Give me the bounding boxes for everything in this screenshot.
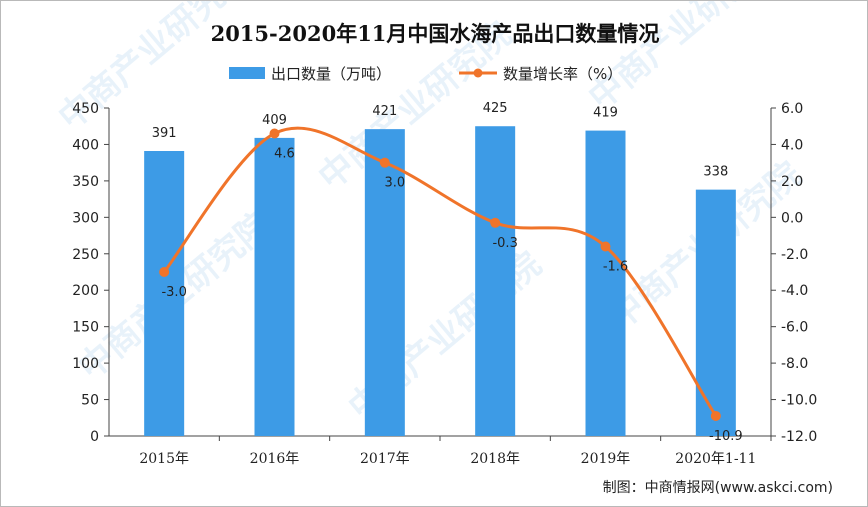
rate-point [269, 128, 280, 139]
right-tick-label: -10.0 [781, 393, 817, 409]
bar-value-label: 421 [372, 104, 397, 119]
bar [475, 126, 516, 436]
bar [695, 189, 736, 436]
bar [364, 129, 405, 437]
chart-title: 2015-2020年11月中国水海产品出口数量情况 [211, 21, 660, 46]
rate-line-series [159, 126, 721, 421]
rate-value-label: -3.0 [161, 285, 186, 300]
rate-point [379, 157, 390, 168]
legend-bar-swatch [229, 67, 265, 79]
x-tick-label: 2020年1-11 [675, 451, 756, 467]
rate-value-label: 4.6 [274, 147, 295, 162]
left-tick-label: 100 [72, 356, 99, 372]
legend-bar-label: 出口数量（万吨） [271, 65, 391, 83]
source-credit: 制图：中商情报网(www.askci.com) [603, 480, 833, 496]
x-tick-label: 2019年 [581, 451, 631, 467]
left-tick-label: 200 [72, 283, 99, 299]
rate-line [162, 126, 718, 417]
left-tick-label: 150 [72, 320, 99, 336]
right-tick-label: -4.0 [781, 283, 808, 299]
left-tick-label: 250 [72, 247, 99, 263]
right-tick-label: 2.0 [781, 174, 803, 190]
x-tick-label: 2015年 [139, 451, 189, 467]
left-tick-label: 300 [72, 210, 99, 226]
bar-series [144, 126, 736, 437]
x-tick-label: 2016年 [250, 451, 300, 467]
watermark-text: 中商产业研究院 [581, 1, 789, 118]
bar [585, 130, 626, 436]
right-tick-label: 4.0 [781, 137, 803, 153]
x-tick-label: 2018年 [470, 451, 520, 467]
rate-labels: -3.0 4.6 3.0 -0.3 -1.6 -10.9 [161, 147, 742, 444]
left-tick-label: 50 [81, 393, 99, 409]
right-tick-label: -8.0 [781, 356, 808, 372]
rate-value-label: 3.0 [384, 176, 405, 191]
rate-point [490, 217, 501, 228]
chart-axes: 0 50 100 150 200 250 300 350 400 450 -12.0 -10.0 -8.… [72, 101, 817, 467]
right-tick-label: -2.0 [781, 247, 808, 263]
rate-value-label: -0.3 [492, 236, 517, 251]
left-tick-label: 450 [72, 101, 99, 117]
bar-labels: 391 409 421 425 419 338 [152, 101, 728, 179]
right-tick-label: -6.0 [781, 320, 808, 336]
bar-value-label: 409 [262, 113, 287, 128]
left-tick-label: 400 [72, 137, 99, 153]
rate-point [600, 241, 611, 252]
bar [254, 137, 295, 436]
right-tick-label: 0.0 [781, 210, 803, 226]
bar-value-label: 425 [483, 101, 508, 116]
left-tick-label: 350 [72, 174, 99, 190]
bar [144, 151, 185, 436]
right-tick-label: 6.0 [781, 101, 803, 117]
bar-value-label: 391 [152, 126, 177, 141]
legend-line-marker [473, 68, 483, 78]
bar-value-label: 419 [593, 106, 618, 121]
rate-point [710, 410, 721, 421]
rate-value-label: -1.6 [603, 259, 628, 274]
left-tick-label: 0 [90, 429, 99, 445]
bar-value-label: 338 [703, 165, 728, 180]
rate-point [159, 267, 170, 277]
right-tick-label: -12.0 [781, 429, 817, 445]
chart-legend: 出口数量（万吨） 数量增长率（%） [229, 65, 622, 83]
x-tick-label: 2017年 [360, 451, 410, 467]
legend-line-label: 数量增长率（%） [503, 65, 622, 83]
rate-value-label: -10.9 [709, 429, 743, 444]
